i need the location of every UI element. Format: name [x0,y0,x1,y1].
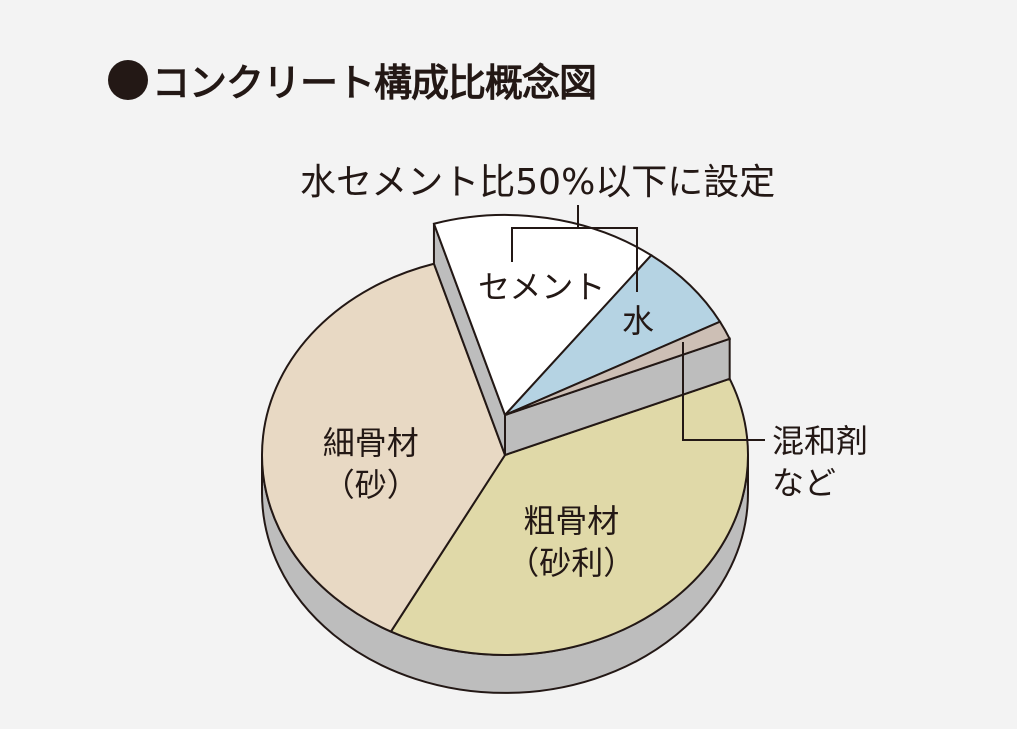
label-coarse-aggregate: 粗骨材（砂利） [507,502,636,582]
admixture-leader-line [682,342,765,441]
wc-ratio-annotation: 水セメント比50%以下に設定 [300,162,776,203]
pie-slice-2 [504,320,732,416]
pie-slice-1 [504,253,722,416]
pie-slice-0 [432,214,653,417]
title-text: コンクリート構成比概念図 [152,61,597,105]
pie-slice-4 [261,262,507,633]
bullet-icon [108,59,148,100]
label-cement: セメント [478,268,606,306]
label-admixture: 混和剤など [772,422,869,502]
label-fine-aggregate: 細骨材（砂） [322,424,419,504]
cement-water-bracket [511,205,638,292]
chart-title: コンクリート構成比概念図 [108,52,597,107]
pie-slice-3 [389,377,749,656]
label-water: 水 [622,302,655,340]
